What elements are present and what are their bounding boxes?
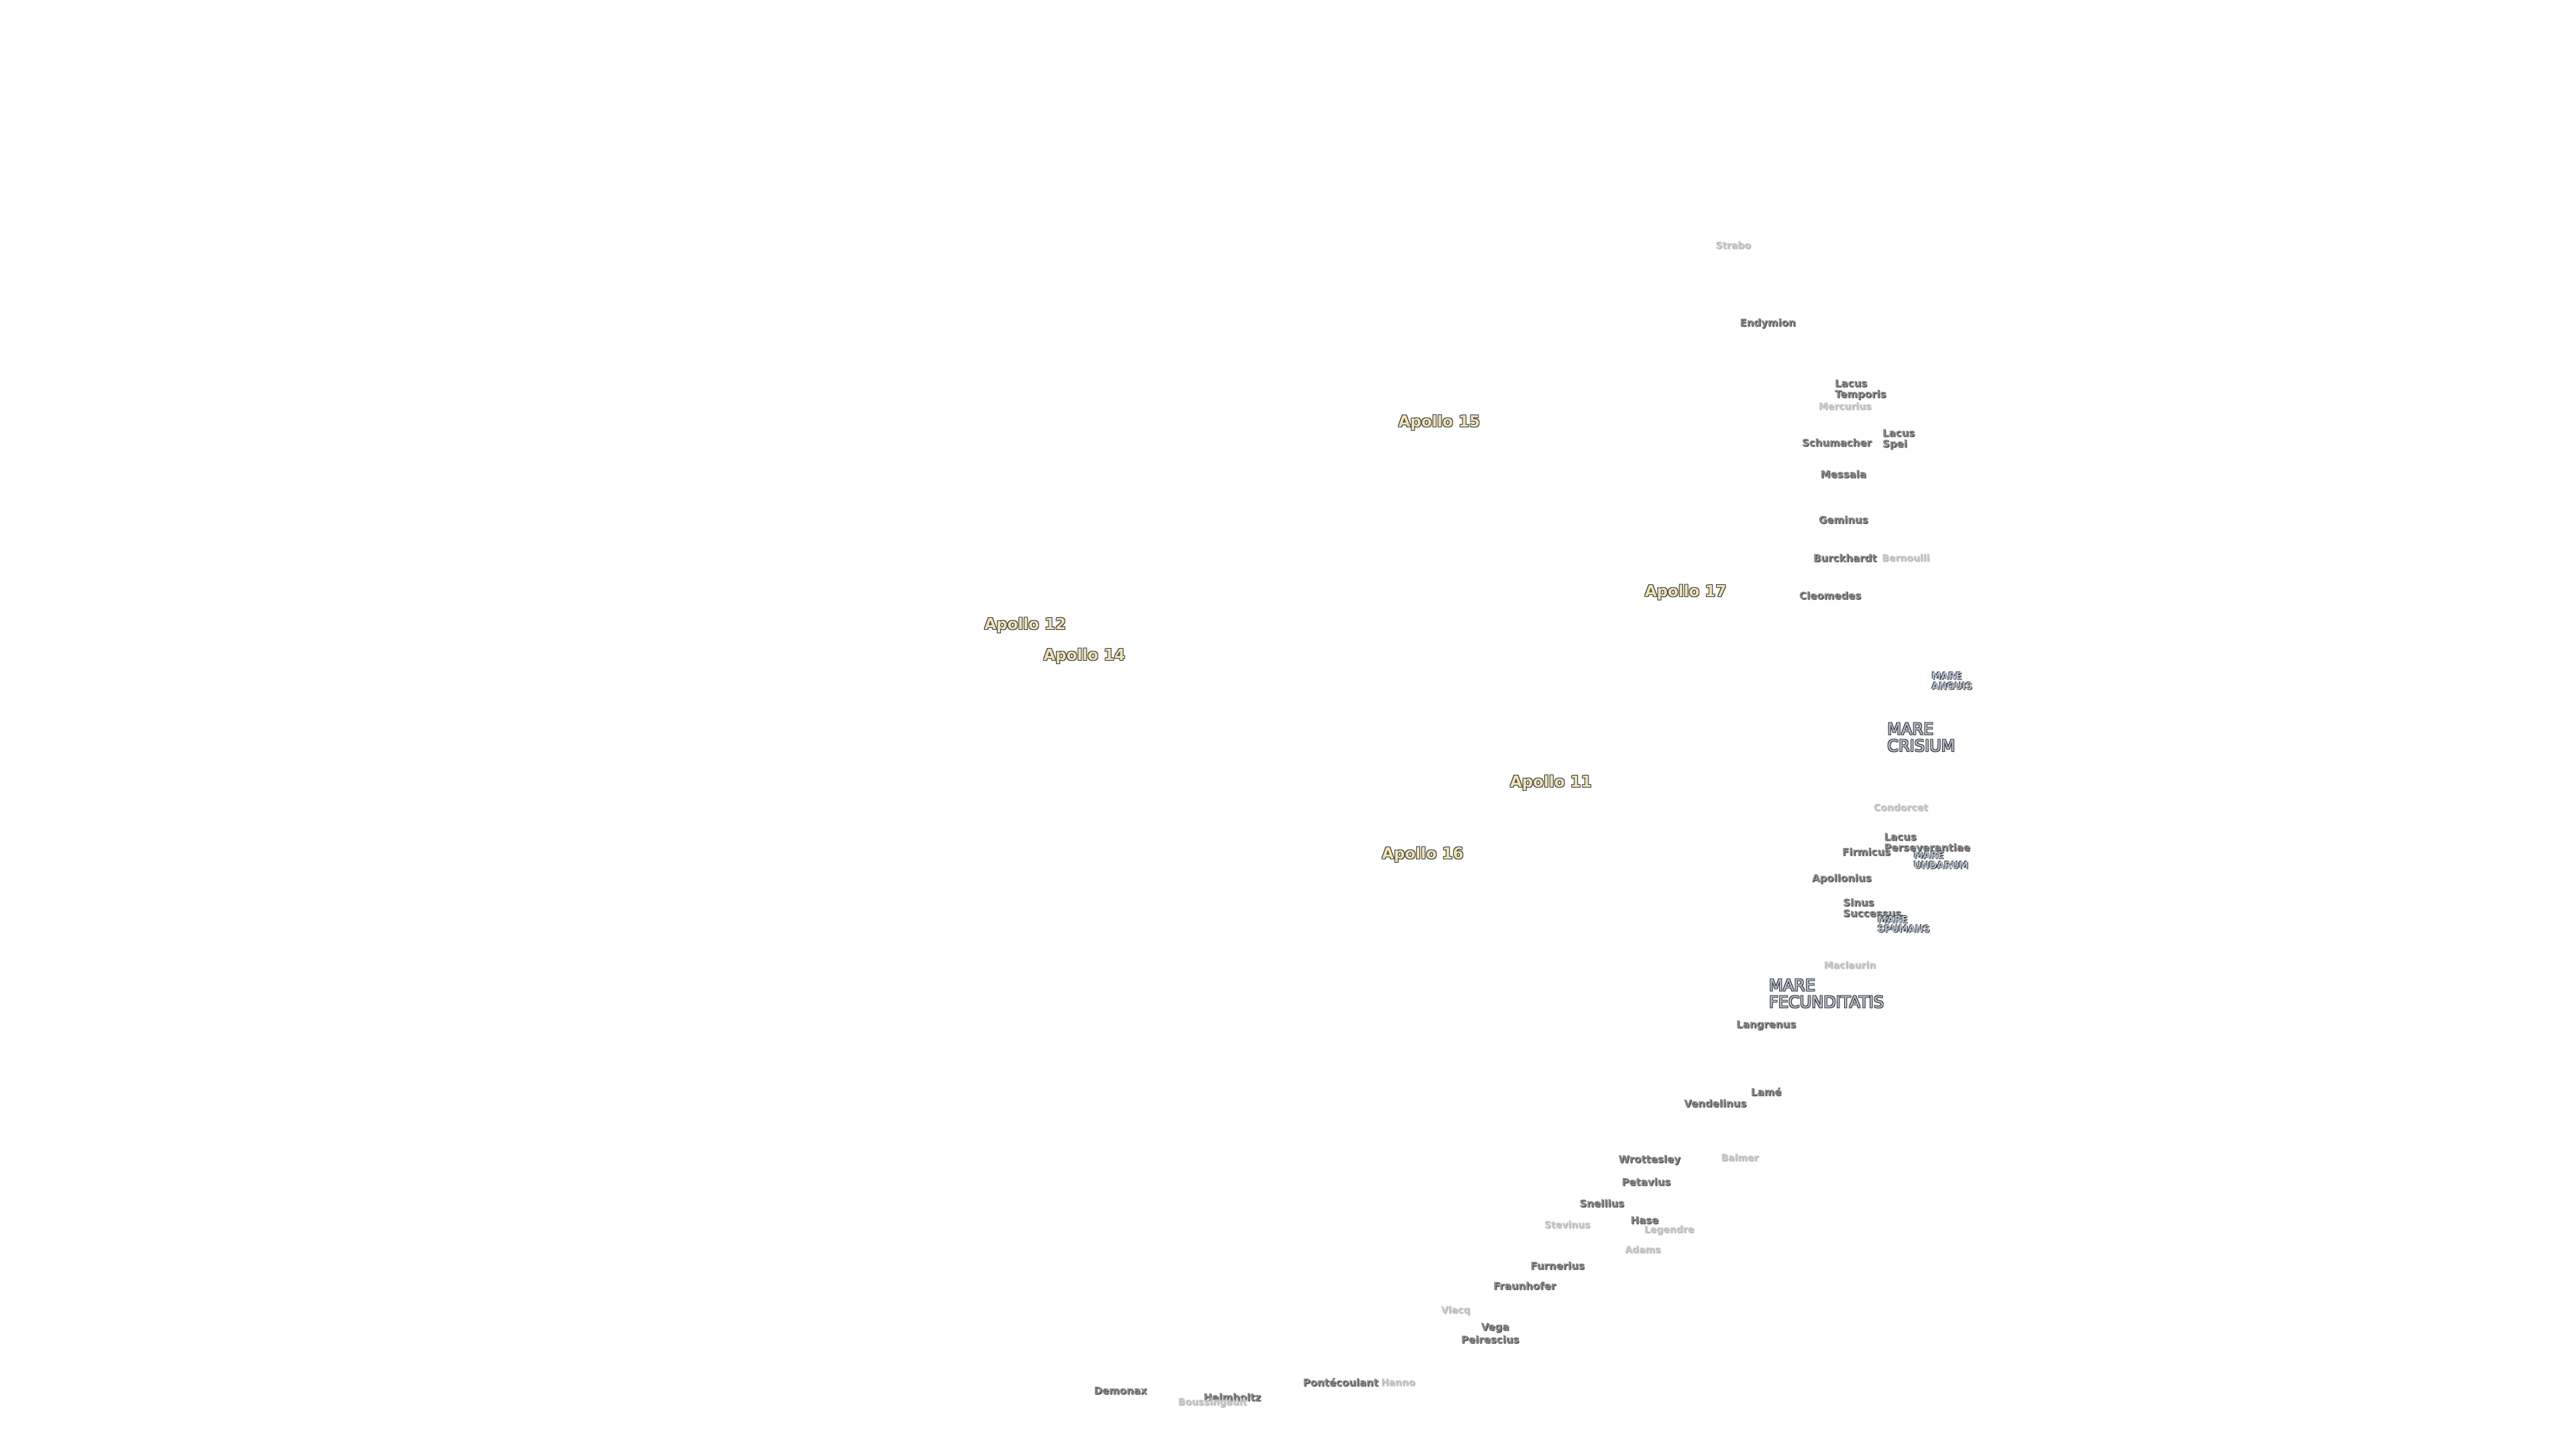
crater-label: Apollonius	[1811, 872, 1872, 885]
crater-label: Lacus Spei	[1882, 427, 1915, 449]
crater-label: Messala	[1820, 468, 1866, 480]
crater-label: Stevinus	[1544, 1220, 1591, 1231]
crater-label: Snellius	[1579, 1197, 1625, 1210]
crater-label: Maclaurin	[1823, 960, 1876, 971]
crater-label: Mercurius	[1818, 402, 1872, 413]
mare-label: MARE ANGUIS	[1931, 671, 1973, 692]
crater-label: Cleomedes	[1799, 590, 1862, 602]
landing-site-label: Apollo 11	[1510, 773, 1592, 791]
crater-label: Strabo	[1715, 241, 1752, 252]
crater-label: Petavius	[1621, 1176, 1671, 1189]
crater-label: Demonax	[1093, 1385, 1147, 1397]
crater-label: Fraunhofer	[1493, 1279, 1556, 1292]
crater-label: Firmicus	[1842, 846, 1891, 859]
crater-label: Pontécoulant	[1303, 1377, 1379, 1389]
crater-label: Lamé	[1750, 1085, 1782, 1098]
crater-label: Vlacq	[1441, 1305, 1470, 1316]
mare-label: MARE UNDARUM	[1913, 850, 1969, 871]
crater-label: Endymion	[1739, 317, 1796, 329]
crater-label: Bernoulli	[1882, 553, 1930, 564]
crater-label: Peirescius	[1460, 1334, 1519, 1346]
crater-label: Hanno	[1381, 1377, 1415, 1389]
crater-label: Hase	[1630, 1214, 1659, 1226]
mare-label: MARE FECUNDITATIS	[1769, 975, 1884, 1012]
crater-label: Balmer	[1721, 1152, 1759, 1164]
landing-site-label: Apollo 14	[1043, 647, 1126, 665]
crater-label: Helmholtz	[1203, 1391, 1261, 1404]
crater-label: Adams	[1625, 1244, 1661, 1256]
crater-label: Boussingault	[1178, 1397, 1247, 1409]
landing-site-label: Apollo 12	[984, 615, 1066, 633]
crater-label: Burckhardt	[1813, 551, 1877, 564]
landing-site-label: Apollo 16	[1381, 845, 1464, 863]
crater-label: Legendre	[1644, 1224, 1695, 1236]
crater-label: Vega	[1481, 1320, 1509, 1333]
crater-label: Langrenus	[1736, 1018, 1796, 1031]
crater-label: Wrottesley	[1618, 1153, 1681, 1166]
mare-label: MARE CRISIUM	[1887, 719, 1955, 755]
landing-site-label: Apollo 17	[1644, 582, 1727, 600]
crater-label: Vendelinus	[1684, 1097, 1747, 1110]
crater-label: Schumacher	[1801, 437, 1872, 449]
crater-label: Furnerius	[1530, 1260, 1585, 1273]
crater-label: Geminus	[1818, 514, 1868, 527]
landing-site-label: Apollo 15	[1398, 413, 1481, 431]
crater-label: Condorcet	[1874, 802, 1928, 814]
